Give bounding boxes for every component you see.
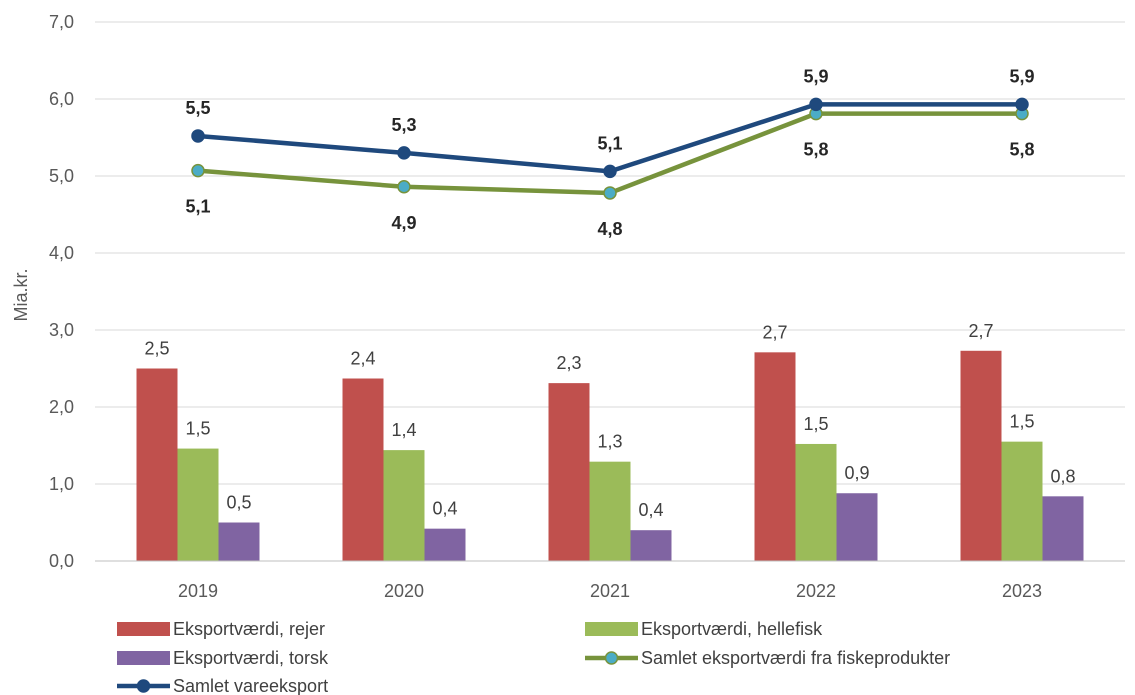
bar: [1001, 441, 1043, 561]
bar-data-label: 2,4: [350, 349, 375, 369]
bar: [136, 368, 178, 561]
y-tick-label: 6,0: [49, 89, 74, 109]
line-marker: [603, 186, 617, 200]
bar-data-label: 0,4: [432, 499, 457, 519]
bar: [218, 522, 260, 561]
line-data-label: 4,9: [391, 213, 416, 233]
line-marker: [191, 129, 205, 143]
bar: [795, 443, 837, 561]
bars: 2,5 2,4 2,3 2,7 2,7 1,5 1,4 1,3 1,5 1,5 0,5 0,4 0,4 0…: [136, 321, 1084, 561]
line-data-label: 5,9: [1009, 66, 1034, 86]
bar: [548, 383, 590, 561]
line-data-label: 5,9: [803, 66, 828, 86]
line-marker: [397, 180, 411, 194]
x-tick-label: 2023: [1002, 581, 1042, 601]
bar-data-label: 2,7: [762, 322, 787, 342]
y-tick-label: 7,0: [49, 12, 74, 32]
y-tick-label: 1,0: [49, 474, 74, 494]
bar-data-label: 1,5: [185, 419, 210, 439]
x-tick-label: 2019: [178, 581, 218, 601]
bar: [383, 450, 425, 561]
bar-data-label: 1,3: [597, 432, 622, 452]
legend-label: Samlet vareeksport: [173, 676, 328, 695]
legend-marker: [604, 651, 619, 665]
line-marker: [603, 164, 617, 179]
bar: [589, 461, 631, 561]
line-data-label: 5,8: [803, 140, 828, 160]
bar: [836, 493, 878, 561]
legend-label: Samlet eksportværdi fra fiskeprodukter: [641, 648, 950, 668]
bar-data-label: 0,8: [1050, 466, 1075, 486]
y-tick-label: 3,0: [49, 320, 74, 340]
line-data-label: 5,8: [1009, 140, 1034, 160]
y-axis-label: Mia.kr.: [11, 268, 31, 321]
line-marker: [809, 97, 823, 112]
x-axis: 2019 2020 2021 2022 2023: [95, 560, 1125, 601]
legend-swatch: [117, 651, 170, 665]
lines: 5,1 4,9 4,8 5,8 5,8 5,5 5,3 5,1 5,9 5,9: [185, 66, 1034, 239]
bar-data-label: 0,5: [226, 493, 251, 513]
bar-data-label: 2,3: [556, 353, 581, 373]
legend-swatch: [585, 622, 638, 636]
bar: [424, 528, 466, 561]
bar-data-label: 1,5: [803, 414, 828, 434]
x-tick-label: 2020: [384, 581, 424, 601]
bar-data-label: 1,4: [391, 420, 416, 440]
legend-label: Eksportværdi, rejer: [173, 619, 325, 639]
bar-data-label: 0,4: [638, 500, 663, 520]
x-tick-label: 2021: [590, 581, 630, 601]
line-data-label: 5,1: [597, 133, 622, 153]
bar: [177, 448, 219, 561]
bar: [342, 378, 384, 561]
bar: [754, 352, 796, 561]
line-marker: [1015, 97, 1029, 112]
line-data-label: 5,5: [185, 98, 210, 118]
bar-data-label: 2,7: [968, 321, 993, 341]
x-tick-label: 2022: [796, 581, 836, 601]
bar: [960, 350, 1002, 561]
line-data-label: 5,3: [391, 115, 416, 135]
bar-data-label: 2,5: [144, 339, 169, 359]
y-tick-label: 0,0: [49, 551, 74, 571]
legend: Eksportværdi, rejer Eksportværdi, hellefi…: [117, 619, 950, 695]
bar: [1042, 496, 1084, 561]
y-axis-ticks: 0,0 1,0 2,0 3,0 4,0 5,0 6,0 7,0: [49, 12, 74, 571]
line-marker: [191, 163, 205, 178]
y-tick-label: 4,0: [49, 243, 74, 263]
bar-data-label: 1,5: [1009, 412, 1034, 432]
y-tick-label: 2,0: [49, 397, 74, 417]
legend-label: Eksportværdi, hellefisk: [641, 619, 823, 639]
line-data-label: 5,1: [185, 197, 210, 217]
y-tick-label: 5,0: [49, 166, 74, 186]
bar-data-label: 0,9: [844, 463, 869, 483]
bar: [630, 530, 672, 561]
legend-swatch: [117, 622, 170, 636]
line-data-label: 4,8: [597, 219, 622, 239]
legend-label: Eksportværdi, torsk: [173, 648, 329, 668]
legend-marker: [136, 679, 151, 693]
line-marker: [397, 146, 411, 160]
